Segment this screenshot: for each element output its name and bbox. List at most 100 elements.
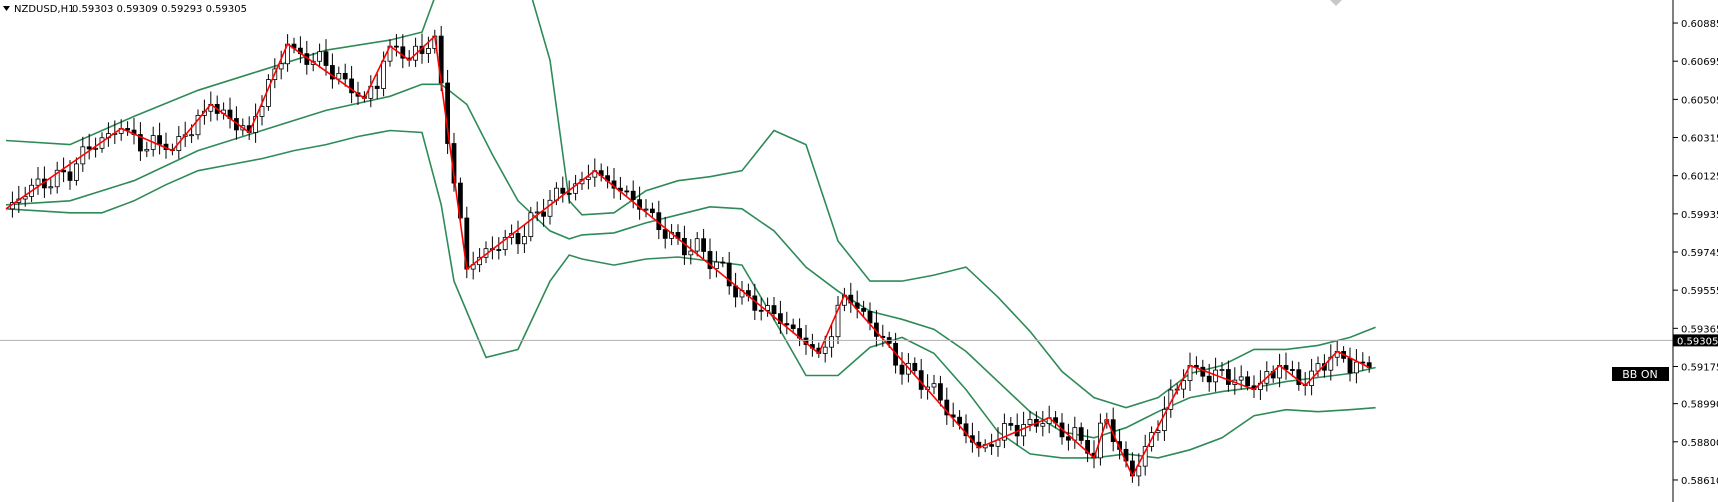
price-tick-label: 0.59175 bbox=[1681, 362, 1718, 373]
candle bbox=[496, 237, 502, 260]
bb-toggle-button[interactable]: BB ON bbox=[1612, 367, 1669, 381]
candle-bull-body bbox=[381, 60, 387, 89]
candle bbox=[854, 290, 860, 319]
candle-bear-body bbox=[790, 324, 796, 329]
zigzag-indicator bbox=[5, 34, 1370, 478]
candle-bear-body bbox=[938, 383, 943, 401]
candle bbox=[1002, 413, 1007, 449]
candle-bull-body bbox=[195, 115, 201, 136]
candle-bear-body bbox=[778, 313, 783, 324]
candle-bear-body bbox=[323, 51, 329, 66]
candle-bear-body bbox=[329, 65, 335, 80]
candle-bear-body bbox=[650, 208, 655, 214]
candle-bear-body bbox=[125, 128, 130, 131]
price-tick-label: 0.60885 bbox=[1681, 19, 1718, 30]
candle-bear-body bbox=[541, 211, 546, 217]
candle bbox=[566, 180, 572, 204]
candle-bear-body bbox=[1066, 436, 1071, 441]
candle bbox=[400, 34, 406, 69]
candle bbox=[137, 122, 143, 161]
candle bbox=[784, 311, 790, 335]
chart-shift-marker[interactable] bbox=[1330, 0, 1342, 6]
candle-bull-body bbox=[547, 199, 553, 217]
candle bbox=[944, 387, 950, 425]
candle bbox=[93, 137, 98, 158]
candle-bear-body bbox=[624, 190, 630, 193]
bollinger-middle-line bbox=[5, 83, 1376, 439]
candle bbox=[515, 220, 521, 255]
price-tick-label: 0.60695 bbox=[1681, 57, 1718, 68]
candle-bull-body bbox=[1021, 424, 1026, 437]
candle-bear-body bbox=[637, 199, 642, 210]
candle-bear-body bbox=[1078, 427, 1084, 441]
candle bbox=[1290, 360, 1295, 377]
bb-toggle-background[interactable] bbox=[1612, 367, 1669, 381]
candle bbox=[1008, 417, 1014, 431]
candle-bull-body bbox=[425, 48, 431, 54]
candle-bear-body bbox=[944, 399, 950, 416]
candle bbox=[528, 206, 534, 242]
candle-bull-body bbox=[35, 178, 41, 186]
candle bbox=[707, 238, 713, 280]
price-axis-ticks: 0.60885 0.60695 0.60505 0.60315 0.60125 0.599… bbox=[1673, 19, 1718, 487]
candle-bull-body bbox=[144, 149, 150, 152]
candle-bull-body bbox=[336, 72, 342, 80]
candle-bull-body bbox=[1219, 369, 1225, 371]
bb-toggle-label[interactable]: BB ON bbox=[1622, 368, 1657, 381]
candle bbox=[701, 228, 706, 260]
candle-bull-body bbox=[995, 439, 1001, 447]
candle-bear-body bbox=[957, 416, 962, 425]
price-tick-label: 0.60315 bbox=[1681, 134, 1718, 145]
candle bbox=[938, 375, 943, 407]
candle-bear-body bbox=[1296, 369, 1302, 385]
candle bbox=[867, 302, 873, 331]
candle-bear-body bbox=[854, 302, 860, 309]
candle bbox=[650, 202, 655, 218]
candle bbox=[989, 433, 994, 455]
candle-bull-body bbox=[1027, 419, 1033, 425]
current-price-label: 0.59305 bbox=[1677, 336, 1718, 347]
candle-bear-body bbox=[1290, 369, 1295, 371]
candle bbox=[931, 374, 937, 395]
candle bbox=[586, 164, 591, 190]
price-tick-label: 0.59555 bbox=[1681, 286, 1718, 297]
candle bbox=[624, 185, 630, 196]
candle bbox=[1040, 410, 1046, 437]
candle-bull-body bbox=[534, 211, 540, 214]
triangle-down-icon[interactable] bbox=[3, 6, 10, 11]
candle-bear-body bbox=[1206, 375, 1212, 383]
candle-bear-body bbox=[1347, 357, 1353, 374]
zigzag-line bbox=[5, 34, 1370, 478]
candle bbox=[125, 121, 130, 136]
candle-bear-body bbox=[912, 362, 918, 372]
candle bbox=[349, 65, 355, 104]
candle bbox=[963, 414, 969, 444]
candle-bull-body bbox=[317, 51, 323, 62]
candle-bull-body bbox=[528, 212, 534, 237]
candle-bear-body bbox=[726, 262, 732, 287]
candle bbox=[393, 34, 399, 57]
candle-bull-body bbox=[1238, 376, 1244, 381]
candle bbox=[329, 53, 335, 89]
candle bbox=[778, 300, 783, 334]
candle bbox=[899, 352, 905, 385]
candle-bull-body bbox=[694, 238, 700, 252]
candle-bear-body bbox=[349, 78, 355, 94]
candle-bear-body bbox=[86, 146, 92, 150]
candle bbox=[259, 95, 265, 126]
candle bbox=[317, 43, 323, 68]
candle-bull-body bbox=[189, 134, 195, 137]
price-tick-label: 0.60505 bbox=[1681, 95, 1718, 106]
candle-bear-body bbox=[707, 251, 713, 270]
candle-bull-body bbox=[74, 163, 79, 181]
candle-bull-body bbox=[1354, 361, 1359, 374]
candle bbox=[1181, 369, 1186, 399]
candle bbox=[835, 296, 841, 345]
candle bbox=[74, 157, 79, 186]
candle-bear-body bbox=[1008, 423, 1014, 426]
candle bbox=[637, 186, 642, 220]
candle bbox=[61, 157, 66, 183]
candle-bull-body bbox=[1002, 423, 1007, 441]
